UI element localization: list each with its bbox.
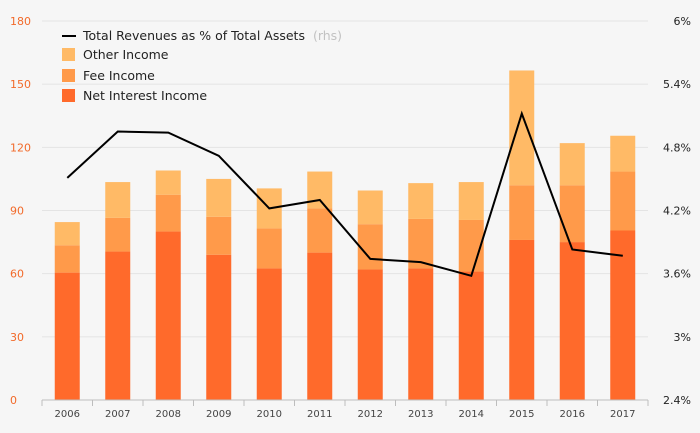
bar-other-income-2006 [54, 222, 80, 246]
legend-swatch-net-interest-income [62, 89, 75, 102]
bar-other-income-2008 [155, 170, 181, 195]
bar-fee-income-2015 [509, 185, 535, 240]
x-tick-label: 2007 [105, 409, 130, 420]
bar-fee-income-2010 [256, 228, 282, 269]
legend-label-fee-income: Fee Income [83, 68, 155, 83]
left-axis-tick-label: 180 [10, 15, 31, 28]
legend-label-net-interest-income: Net Interest Income [83, 88, 207, 103]
bar-fee-income-2011 [307, 208, 333, 253]
bar-net-interest-income-2008 [155, 231, 181, 400]
right-axis-tick-label: 5.4% [663, 78, 691, 91]
left-axis-tick-label: 30 [10, 331, 24, 344]
right-axis-tick-label: 3% [674, 331, 691, 344]
bar-other-income-2014 [458, 182, 484, 220]
bar-net-interest-income-2017 [610, 230, 636, 400]
bar-fee-income-2009 [206, 216, 232, 255]
x-axis-ticks [41, 400, 649, 406]
x-tick-label: 2008 [156, 409, 181, 420]
left-axis-tick-label: 90 [10, 205, 24, 218]
x-axis-labels: 2006 2007 2008 2009 2010 2011 2012 2013 2014 2015… [55, 409, 636, 420]
left-axis-tick-label: 0 [10, 394, 17, 407]
bar-net-interest-income-2013 [408, 268, 434, 400]
legend: Total Revenues as % of Total Assets (rhs… [62, 28, 342, 103]
bar-other-income-2012 [357, 190, 383, 225]
right-axis-tick-label: 3.6% [663, 268, 691, 281]
bar-fee-income-2013 [408, 218, 434, 269]
bar-fee-income-2016 [559, 185, 585, 243]
bar-other-income-2016 [559, 143, 585, 186]
bar-net-interest-income-2006 [54, 272, 80, 400]
bar-other-income-2007 [105, 182, 131, 218]
legend-line-label: Total Revenues as % of Total Assets (rhs… [82, 28, 342, 43]
legend-line-name: Total Revenues as % of Total Assets [82, 28, 305, 43]
bar-fee-income-2008 [155, 194, 181, 232]
x-tick-label: 2013 [408, 409, 433, 420]
bar-other-income-2013 [408, 183, 434, 219]
bar-fee-income-2007 [105, 217, 131, 252]
left-axis-tick-label: 150 [10, 78, 31, 91]
bar-fee-income-2017 [610, 171, 636, 231]
bar-other-income-2015 [509, 70, 535, 186]
bar-other-income-2011 [307, 171, 333, 209]
x-tick-label: 2014 [459, 409, 484, 420]
right-axis-tick-label: 6% [674, 15, 691, 28]
legend-line-suffix: (rhs) [313, 28, 342, 43]
x-tick-label: 2017 [610, 409, 635, 420]
bar-fee-income-2006 [54, 245, 80, 273]
bar-net-interest-income-2010 [256, 268, 282, 400]
bar-net-interest-income-2007 [105, 251, 131, 400]
x-tick-label: 2009 [206, 409, 231, 420]
right-axis-labels: 2.4% 3% 3.6% 4.2% 4.8% 5.4% 6% [663, 15, 691, 407]
x-tick-label: 2006 [55, 409, 80, 420]
bar-fee-income-2014 [458, 219, 484, 272]
gridlines [42, 20, 648, 338]
right-axis-tick-label: 4.8% [663, 141, 691, 154]
left-axis-labels: 0 30 60 90 120 150 180 [10, 15, 31, 407]
right-axis-tick-label: 2.4% [663, 394, 691, 407]
x-tick-label: 2015 [509, 409, 534, 420]
bar-fee-income-2012 [357, 224, 383, 270]
x-tick-label: 2016 [560, 409, 585, 420]
bar-net-interest-income-2014 [458, 271, 484, 400]
x-tick-label: 2010 [257, 409, 282, 420]
legend-label-other-income: Other Income [83, 47, 169, 62]
x-tick-label: 2011 [307, 409, 332, 420]
bar-other-income-2009 [206, 178, 232, 217]
bar-net-interest-income-2009 [206, 254, 232, 400]
bar-series [54, 70, 636, 400]
legend-swatch-fee-income [62, 69, 75, 82]
right-axis-tick-label: 4.2% [663, 205, 691, 218]
bar-net-interest-income-2016 [559, 242, 585, 400]
x-tick-label: 2012 [358, 409, 383, 420]
bar-net-interest-income-2012 [357, 269, 383, 400]
revenue-ratio-line [66, 110, 623, 278]
bar-net-interest-income-2015 [509, 239, 535, 400]
left-axis-tick-label: 120 [10, 141, 31, 154]
left-axis-tick-label: 60 [10, 268, 24, 281]
bar-net-interest-income-2011 [307, 252, 333, 400]
legend-swatch-other-income [62, 48, 75, 61]
bar-other-income-2017 [610, 135, 636, 172]
